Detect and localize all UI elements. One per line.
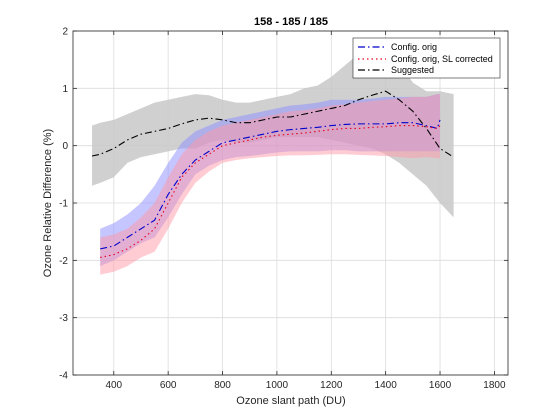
series-lines — [91, 90, 454, 259]
y-tick-label: 2 — [62, 27, 68, 38]
chart-title: 158 - 185 / 185 — [254, 16, 328, 28]
x-tick-label: 800 — [214, 380, 231, 391]
band-config-orig-sl-corrected — [100, 94, 441, 275]
legend-box — [352, 37, 501, 79]
y-tick-label: 1 — [62, 84, 68, 95]
x-tick-label: 1200 — [320, 380, 343, 391]
y-axis-title: Ozone Relative Difference (%) — [42, 129, 54, 277]
uncertainty-bands — [92, 39, 454, 275]
legend-label-suggested: Suggested — [391, 65, 434, 75]
y-tick-label: -1 — [59, 199, 68, 210]
y-tick-label: 0 — [62, 141, 68, 152]
x-tick-label: 1400 — [375, 380, 398, 391]
x-tick-label: 1000 — [266, 380, 289, 391]
line-config-orig — [100, 119, 441, 250]
legend-label-config-orig: Config. orig — [391, 42, 437, 52]
line-suggested — [91, 90, 454, 158]
x-tick-label: 1600 — [429, 380, 452, 391]
y-tick-label: -3 — [59, 313, 68, 324]
x-tick-label: 600 — [160, 380, 177, 391]
y-tick-label: -2 — [59, 256, 68, 267]
x-axis-title: Ozone slant path (DU) — [236, 395, 345, 407]
x-tick-label: 400 — [105, 380, 122, 391]
legend: Config. orig Config. orig, SL corrected … — [352, 37, 501, 79]
legend-label-sl-corrected: Config. orig, SL corrected — [391, 54, 493, 64]
line-config-orig-sl-corrected — [100, 125, 441, 259]
axis-ticks: 400 600 800 1000 1200 1400 1600 1800 -4 -3 -2 -1 0 1 2 — [59, 27, 508, 391]
y-tick-label: -4 — [59, 371, 68, 382]
x-tick-label: 1800 — [483, 380, 506, 391]
